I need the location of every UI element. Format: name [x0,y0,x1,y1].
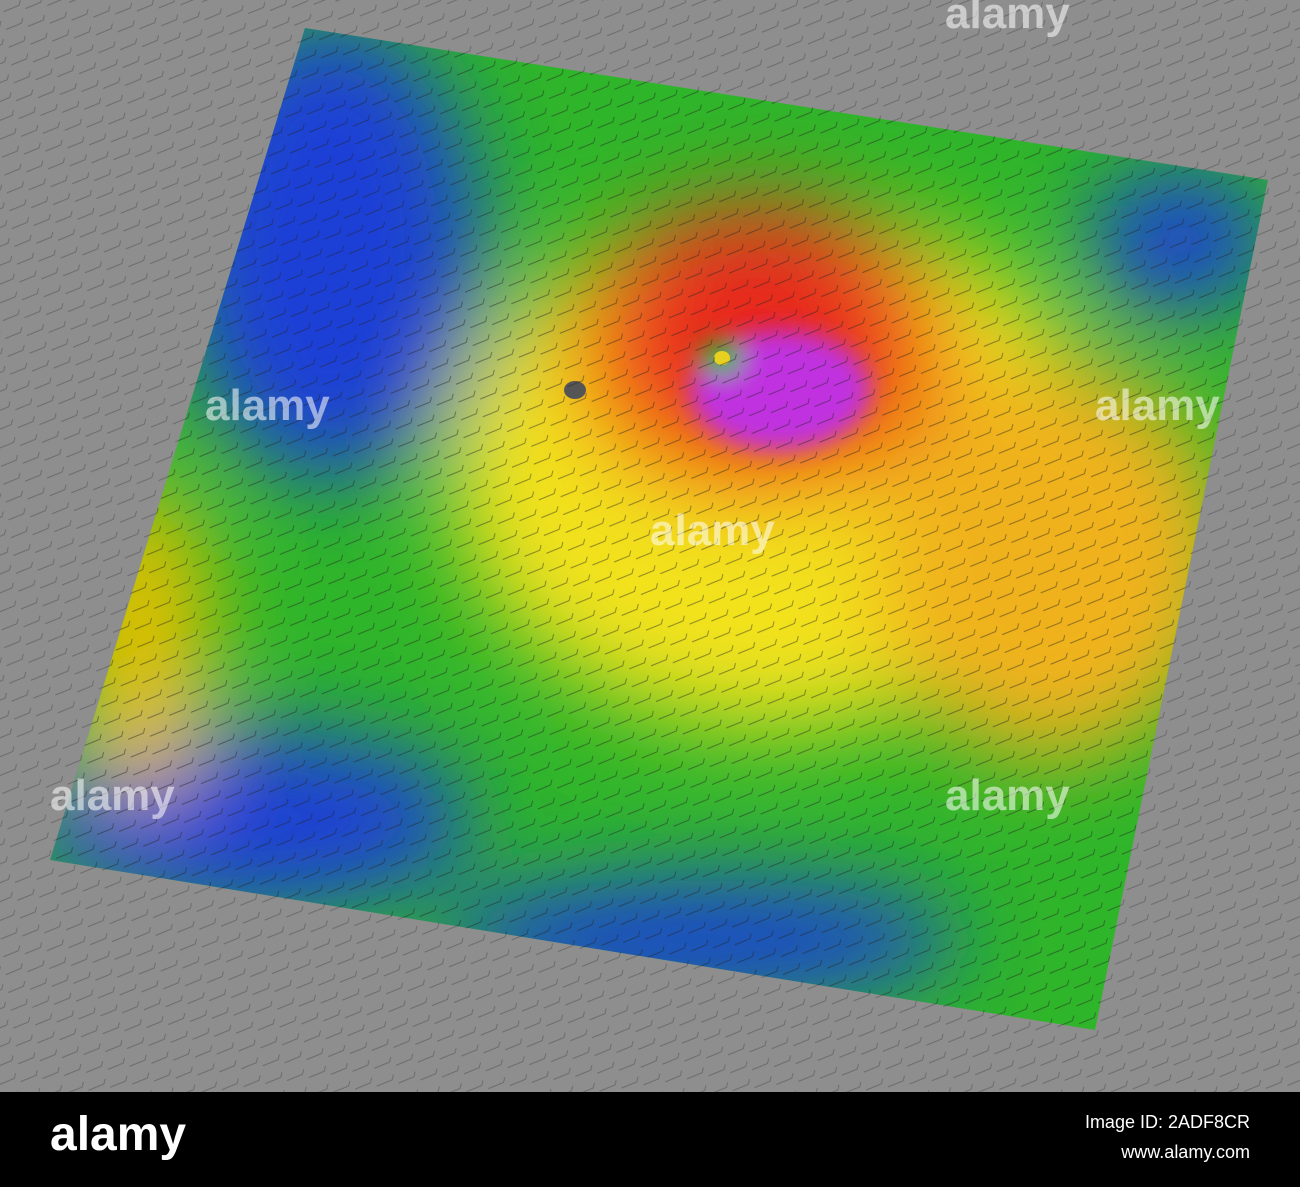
wind-speed-field [50,28,1268,1030]
watermarks: alamy alamy alamy alamy alamy alamy [50,0,1220,820]
footer-logo: alamy [50,1108,186,1161]
watermark: alamy [945,0,1070,38]
watermark: alamy [1095,381,1220,430]
watermark: alamy [50,771,175,820]
watermark: alamy [945,771,1070,820]
image-id: Image ID: 2ADF8CR [1085,1112,1250,1132]
footer-bar [0,1092,1300,1182]
footer-url: www.alamy.com [1120,1142,1250,1162]
watermark: alamy [650,506,775,555]
watermark: alamy [205,381,330,430]
